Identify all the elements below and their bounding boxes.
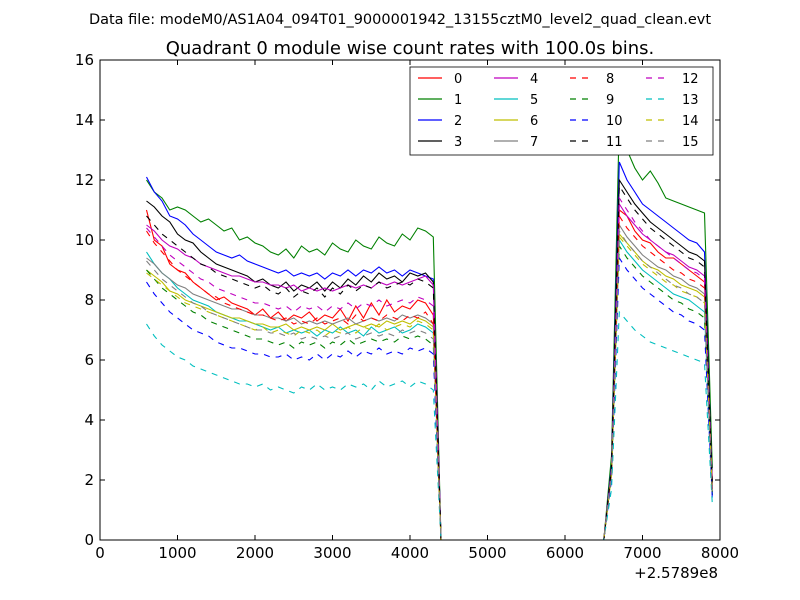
legend-label-8: 8	[606, 72, 614, 87]
legend-label-4: 4	[530, 72, 538, 87]
series-layer	[145, 119, 713, 541]
legend-label-11: 11	[606, 135, 623, 150]
legend-label-1: 1	[454, 93, 462, 108]
legend-label-5: 5	[530, 93, 538, 108]
legend-label-7: 7	[530, 135, 538, 150]
x-tick-label: 6000	[546, 544, 584, 562]
y-tick-label: 8	[84, 291, 94, 309]
x-offset-label: +2.5789e8	[634, 564, 718, 582]
y-tick-label: 10	[75, 231, 94, 249]
legend-label-14: 14	[682, 114, 699, 129]
y-tick-label: 12	[75, 171, 94, 189]
legend-label-12: 12	[682, 72, 699, 87]
chart-title: Quadrant 0 module wise count rates with …	[166, 38, 655, 59]
series-line-11	[146, 184, 713, 541]
y-tick-label: 2	[84, 471, 94, 489]
x-tick-label: 0	[95, 544, 105, 562]
chart-suptitle: Data file: modeM0/AS1A04_094T01_90000019…	[89, 12, 711, 28]
legend-label-0: 0	[454, 72, 462, 87]
series-line-14	[146, 235, 713, 541]
legend-label-13: 13	[682, 93, 699, 108]
legend-label-3: 3	[454, 135, 462, 150]
y-tick-label: 4	[84, 411, 94, 429]
y-tick-label: 16	[75, 51, 94, 69]
x-tick-label: 5000	[468, 544, 506, 562]
y-tick-label: 0	[84, 531, 94, 549]
x-axis: 0 1000 2000 3000 4000 5000 6000 7000 8000	[95, 60, 739, 562]
series-line-9	[146, 244, 713, 541]
legend-label-10: 10	[606, 114, 623, 129]
x-tick-label: 8000	[701, 544, 739, 562]
series-line-12	[146, 196, 713, 541]
y-tick-label: 6	[84, 351, 94, 369]
x-tick-label: 4000	[391, 544, 429, 562]
x-tick-label: 1000	[158, 544, 196, 562]
series-line-10	[146, 256, 713, 541]
legend-label-15: 15	[682, 135, 699, 150]
legend-frame	[409, 66, 714, 156]
y-tick-label: 14	[75, 111, 94, 129]
series-line-1	[146, 119, 713, 541]
legend-label-9: 9	[606, 93, 614, 108]
x-tick-label: 2000	[236, 544, 274, 562]
legend-label-6: 6	[530, 114, 538, 129]
x-tick-label: 3000	[313, 544, 351, 562]
x-tick-label: 7000	[623, 544, 661, 562]
legend-label-2: 2	[454, 114, 462, 129]
